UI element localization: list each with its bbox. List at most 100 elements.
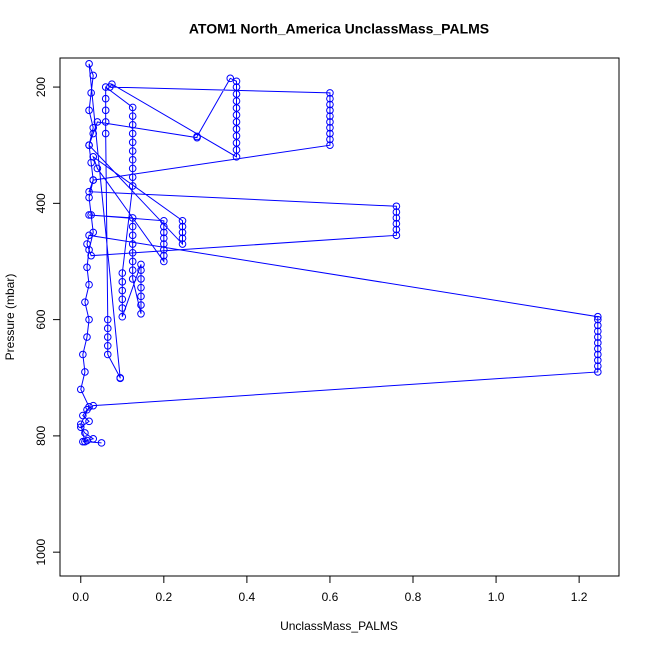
point <box>118 269 127 277</box>
point <box>128 248 137 257</box>
point <box>128 240 137 248</box>
point <box>178 240 187 248</box>
x-tick-label: 0.4 <box>239 590 256 604</box>
point <box>178 222 187 231</box>
point <box>81 437 89 446</box>
point <box>193 133 201 142</box>
point <box>103 333 112 341</box>
point <box>326 141 334 150</box>
point <box>103 315 112 324</box>
x-axis-label: UnclassMass_PALMS <box>280 619 398 633</box>
plot-frame <box>59 57 620 577</box>
point <box>89 129 98 138</box>
point <box>101 118 110 126</box>
x-tick-label: 0.8 <box>405 590 422 604</box>
point <box>85 60 93 68</box>
point <box>160 216 168 225</box>
point <box>160 222 168 231</box>
point <box>118 312 127 321</box>
point <box>160 251 168 260</box>
point <box>118 286 127 295</box>
y-tick-label: 1000 <box>34 538 48 565</box>
point <box>93 164 102 173</box>
point <box>101 106 110 115</box>
point <box>326 129 334 138</box>
point <box>226 74 235 83</box>
point <box>81 368 89 376</box>
point <box>85 246 93 254</box>
point <box>108 80 116 88</box>
point <box>178 228 187 237</box>
point <box>128 164 137 173</box>
point <box>101 83 110 91</box>
point <box>128 121 137 129</box>
point <box>87 211 95 219</box>
point <box>594 315 602 324</box>
point <box>89 71 98 80</box>
point <box>128 275 137 283</box>
y-tick-label: 800 <box>34 426 48 446</box>
point <box>594 321 602 330</box>
point <box>118 295 127 304</box>
point <box>85 193 93 202</box>
point <box>232 83 241 91</box>
point <box>118 278 127 286</box>
point <box>89 176 98 184</box>
point <box>326 123 334 132</box>
point <box>160 246 168 254</box>
point <box>392 202 401 211</box>
point <box>392 225 401 234</box>
point <box>326 94 334 103</box>
point <box>81 298 89 306</box>
point <box>85 417 93 426</box>
chart-title: ATOM1 North_America UnclassMass_PALMS <box>189 21 489 37</box>
point <box>85 187 93 196</box>
point <box>594 339 602 347</box>
y-tick-label: 600 <box>34 309 48 329</box>
point <box>594 333 602 341</box>
point <box>85 106 93 115</box>
x-tick-label: 1.2 <box>571 590 588 604</box>
point <box>392 208 401 216</box>
point <box>326 112 334 120</box>
point <box>137 283 145 292</box>
y-tick-label: 400 <box>34 193 48 213</box>
point <box>160 234 168 243</box>
point <box>392 231 401 240</box>
point <box>137 310 145 318</box>
point <box>128 214 137 222</box>
point <box>232 77 241 86</box>
point <box>85 403 93 411</box>
point <box>137 260 145 269</box>
x-tick-label: 0.6 <box>322 590 339 604</box>
point <box>101 94 110 103</box>
point <box>97 439 106 447</box>
point <box>137 292 145 301</box>
point <box>326 118 334 126</box>
point <box>89 401 98 410</box>
x-tick-label: 0.2 <box>155 590 172 604</box>
point <box>83 333 91 341</box>
point <box>392 219 401 228</box>
point <box>76 385 85 394</box>
series-line <box>80 63 599 444</box>
point <box>392 214 401 222</box>
x-tick-label: 1.0 <box>488 590 505 604</box>
point <box>178 216 187 225</box>
point <box>128 147 137 155</box>
point <box>85 211 93 219</box>
point <box>128 129 137 138</box>
point <box>594 368 602 376</box>
point <box>326 135 334 144</box>
point <box>118 304 127 312</box>
point <box>85 141 93 150</box>
y-axis-label: Pressure (mbar) <box>3 274 17 361</box>
point <box>103 350 112 359</box>
point <box>116 374 125 383</box>
point <box>128 231 137 240</box>
point <box>79 411 87 420</box>
point <box>594 362 602 370</box>
point <box>326 89 334 97</box>
point <box>594 312 602 321</box>
